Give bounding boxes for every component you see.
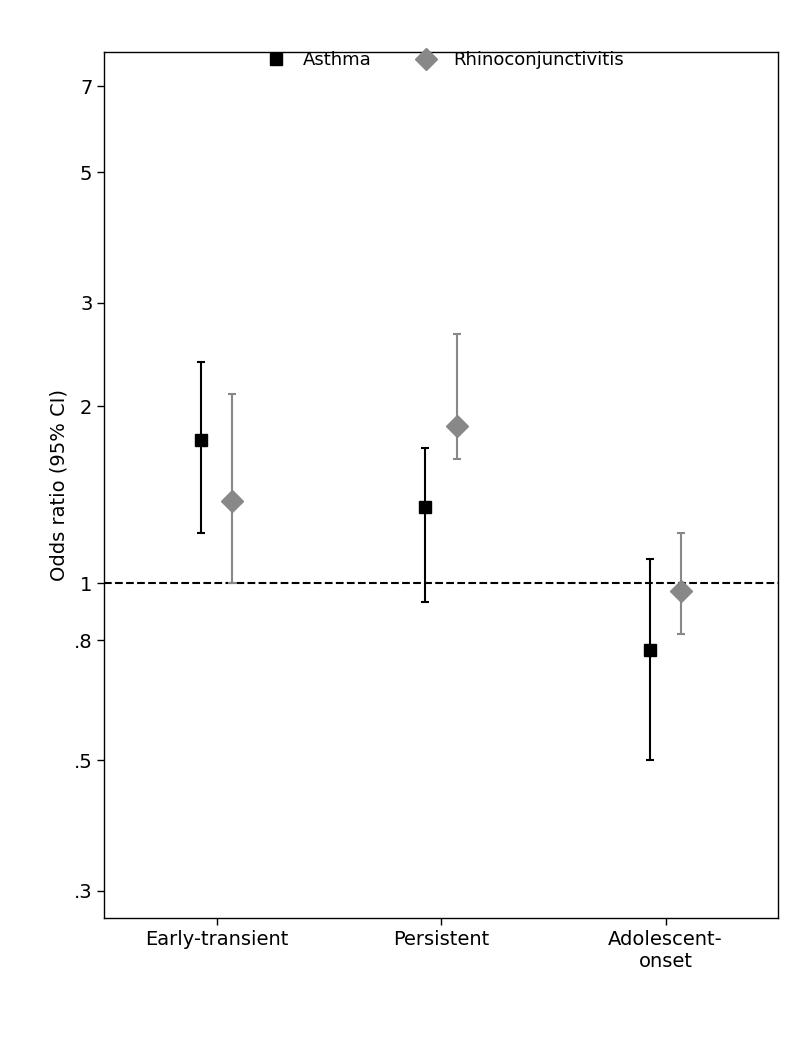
Legend: Asthma, Rhinoconjunctivitis: Asthma, Rhinoconjunctivitis <box>251 44 631 76</box>
Y-axis label: Odds ratio (95% CI): Odds ratio (95% CI) <box>49 389 68 581</box>
